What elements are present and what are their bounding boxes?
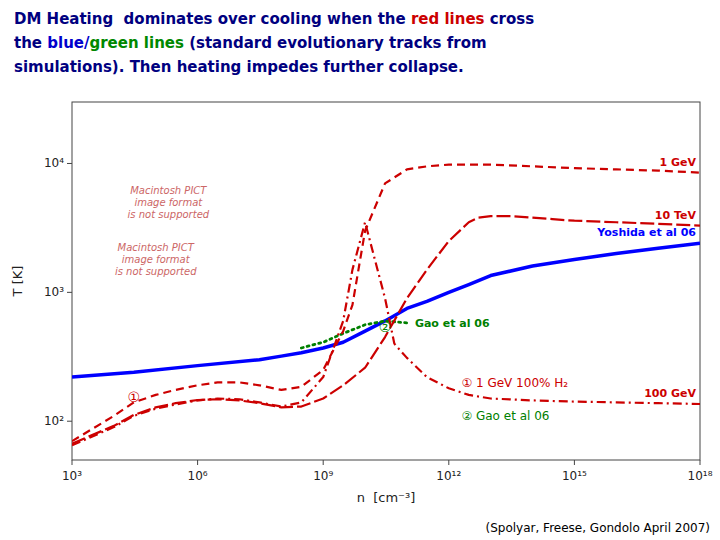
caption: (Spolyar, Freese, Gondolo April 2007) [486, 521, 711, 535]
title-line: the blue/green lines (standard evolution… [14, 34, 487, 52]
title-line: simulations). Then heating impedes furth… [14, 58, 464, 76]
annotation-line: image format [122, 254, 191, 265]
x-tick-label: 10⁶ [188, 469, 208, 483]
annotation-line: ② Gao et al 06 [461, 409, 549, 423]
y-tick [67, 292, 72, 293]
title-segment: cross [484, 10, 534, 28]
x-tick [700, 460, 701, 465]
annotation: ② [379, 319, 392, 335]
annotation-line: ① 1 GeV 100% H₂ [461, 376, 568, 390]
series-label: 10 TeV [655, 209, 697, 222]
annotation: ① [128, 389, 141, 405]
title-segment: simulations). Then heating impedes furth… [14, 58, 464, 76]
series-group [72, 165, 700, 446]
y-tick-label: 10⁴ [44, 156, 64, 170]
x-tick-label: 10¹⁸ [688, 469, 713, 483]
title-segment: DM Heating dominates over cooling when t… [14, 10, 411, 28]
title-segment: (standard evolutionary tracks from [184, 34, 487, 52]
y-tick [67, 163, 72, 164]
plot-frame [72, 102, 700, 460]
annotation: Macintosh PICTimage formatis not support… [115, 242, 197, 277]
x-tick [197, 460, 198, 465]
series-label: 1 GeV [660, 156, 697, 169]
title-line: DM Heating dominates over cooling when t… [14, 10, 534, 28]
annotation-line: Macintosh PICT [130, 185, 207, 196]
x-tick-label: 10¹² [436, 469, 461, 483]
series-label: Yoshida et al 06 [596, 226, 696, 239]
annotation-line: ② [379, 319, 392, 335]
title-segment: red lines [411, 10, 485, 28]
y-tick [67, 421, 72, 422]
y-tick-label: 10³ [44, 285, 64, 299]
title-segment: the [14, 34, 47, 52]
series-line [72, 222, 700, 445]
annotation: Macintosh PICTimage formatis not support… [128, 185, 210, 220]
series-line [72, 243, 700, 377]
x-tick-label: 10³ [62, 469, 82, 483]
y-tick-label: 10² [44, 414, 64, 428]
x-tick [448, 460, 449, 465]
series-line [72, 216, 700, 443]
x-tick [323, 460, 324, 465]
annotation-line: is not supported [128, 209, 210, 220]
annotation: ① 1 GeV 100% H₂ [461, 376, 568, 390]
title-segment: green lines [89, 34, 184, 52]
chart: DM Heating dominates over cooling when t… [0, 0, 720, 540]
annotation-line: image format [134, 197, 203, 208]
series-label: Gao et al 06 [415, 317, 490, 330]
series-label: 100 GeV [644, 387, 696, 400]
x-axis-label: n [cm⁻³] [357, 490, 416, 505]
annotation-line: ① [128, 389, 141, 405]
annotation: ② Gao et al 06 [461, 409, 549, 423]
x-tick-label: 10⁹ [313, 469, 333, 483]
y-axis-label: T [K] [10, 266, 25, 298]
title-segment: blue/ [47, 34, 90, 52]
annotation-line: Macintosh PICT [118, 242, 195, 253]
x-tick-label: 10¹⁵ [562, 469, 587, 483]
annotation-line: is not supported [115, 266, 197, 277]
x-tick [72, 460, 73, 465]
x-tick [574, 460, 575, 465]
